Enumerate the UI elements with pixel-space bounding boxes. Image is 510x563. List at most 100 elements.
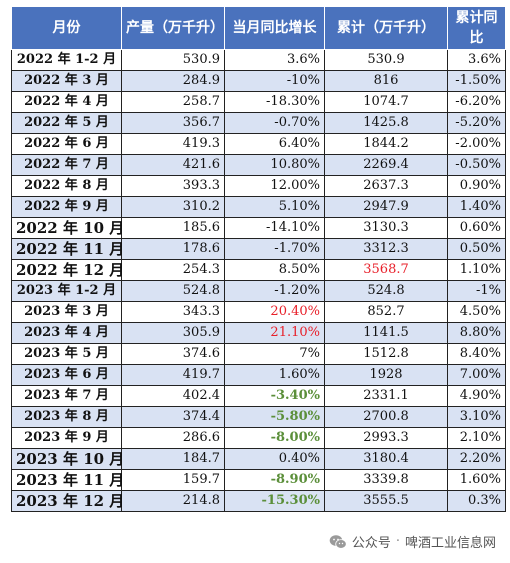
cumulative-cell: 816 <box>324 70 448 92</box>
month-cell: 2022 年 10 月 <box>11 217 124 239</box>
table-row: 2023 年 5 月 374.6 7% 1512.8 8.40% <box>11 343 506 365</box>
header-month: 月份 <box>11 6 122 50</box>
production-cell: 402.4 <box>121 385 225 407</box>
monthly-yoy-cell: 10.80% <box>224 154 325 176</box>
cumulative-cell: 2700.8 <box>324 406 448 428</box>
month-cell: 2023 年 1-2 月 <box>11 280 122 302</box>
cumulative-yoy-cell: 1.10% <box>447 259 506 281</box>
production-cell: 419.7 <box>121 364 225 386</box>
cumulative-yoy-cell: 3.10% <box>447 406 506 428</box>
table-row: 2023 年 12 月 214.8 -15.30% 3555.5 0.3% <box>11 490 506 512</box>
header-cumulative: 累计（万千升） <box>324 6 448 50</box>
header-production: 产量（万千升） <box>121 6 225 50</box>
cumulative-yoy-cell: -2.00% <box>447 133 506 155</box>
cumulative-yoy-cell: 1.60% <box>447 469 506 491</box>
cumulative-cell: 2993.3 <box>324 427 448 449</box>
month-cell: 2023 年 10 月 <box>11 448 124 470</box>
cumulative-yoy-cell: 3.6% <box>447 49 506 71</box>
monthly-yoy-cell: -14.10% <box>224 217 325 239</box>
watermark-account-name: 啤酒工业信息网 <box>404 536 496 551</box>
table-row: 2022 年 6 月 419.3 6.40% 1844.2 -2.00% <box>11 133 506 155</box>
production-cell: 310.2 <box>121 196 225 218</box>
production-cell: 178.6 <box>121 238 225 260</box>
table-row: 2022 年 10 月 185.6 -14.10% 3130.3 0.60% <box>11 217 506 239</box>
production-cell: 284.9 <box>121 70 225 92</box>
cumulative-yoy-cell: 0.3% <box>447 490 506 512</box>
production-cell: 421.6 <box>121 154 225 176</box>
table-row: 2023 年 8 月 374.4 -5.80% 2700.8 3.10% <box>11 406 506 428</box>
monthly-yoy-cell: -18.30% <box>224 91 325 113</box>
cumulative-cell: 852.7 <box>324 301 448 323</box>
table-row: 2022 年 7 月 421.6 10.80% 2269.4 -0.50% <box>11 154 506 176</box>
cumulative-yoy-cell: 0.50% <box>447 238 506 260</box>
cumulative-cell: 3130.3 <box>324 217 448 239</box>
monthly-yoy-cell: 20.40% <box>224 301 325 323</box>
table-body: 2022 年 1-2 月 530.9 3.6% 530.9 3.6% 2022 … <box>11 49 506 512</box>
monthly-yoy-cell: -5.80% <box>224 406 325 428</box>
monthly-yoy-cell: 0.40% <box>224 448 325 470</box>
watermark-source-label: 公众号 <box>351 536 391 551</box>
cumulative-cell: 1141.5 <box>324 322 448 344</box>
monthly-yoy-cell: -1.70% <box>224 238 325 260</box>
month-cell: 2022 年 12 月 <box>11 259 124 281</box>
table-row: 2023 年 7 月 402.4 -3.40% 2331.1 4.90% <box>11 385 506 407</box>
production-cell: 184.7 <box>121 448 225 470</box>
production-cell: 524.8 <box>121 280 225 302</box>
production-cell: 374.6 <box>121 343 225 365</box>
production-cell: 343.3 <box>121 301 225 323</box>
table-row: 2023 年 4 月 305.9 21.10% 1141.5 8.80% <box>11 322 506 344</box>
month-cell: 2022 年 1-2 月 <box>11 49 122 71</box>
table-row: 2023 年 6 月 419.7 1.60% 1928 7.00% <box>11 364 506 386</box>
production-cell: 258.7 <box>121 91 225 113</box>
month-cell: 2022 年 8 月 <box>11 175 122 197</box>
production-cell: 159.7 <box>121 469 225 491</box>
table-row: 2022 年 5 月 356.7 -0.70% 1425.8 -5.20% <box>11 112 506 134</box>
cumulative-cell: 3180.4 <box>324 448 448 470</box>
header-monthly-yoy: 当月同比增长 <box>224 6 325 50</box>
month-cell: 2022 年 5 月 <box>11 112 122 134</box>
monthly-yoy-cell: 5.10% <box>224 196 325 218</box>
month-cell: 2022 年 3 月 <box>11 70 122 92</box>
cumulative-yoy-cell: -0.50% <box>447 154 506 176</box>
production-cell: 530.9 <box>121 49 225 71</box>
month-cell: 2022 年 7 月 <box>11 154 122 176</box>
production-cell: 393.3 <box>121 175 225 197</box>
header-cumulative-yoy: 累计同比 <box>447 6 506 50</box>
month-cell: 2023 年 5 月 <box>11 343 122 365</box>
table-row: 2023 年 1-2 月 524.8 -1.20% 524.8 -1% <box>11 280 506 302</box>
month-cell: 2023 年 7 月 <box>11 385 122 407</box>
cumulative-cell: 3555.5 <box>324 490 448 512</box>
table-row: 2022 年 1-2 月 530.9 3.6% 530.9 3.6% <box>11 49 506 71</box>
monthly-yoy-cell: 1.60% <box>224 364 325 386</box>
table-row: 2023 年 9 月 286.6 -8.00% 2993.3 2.10% <box>11 427 506 449</box>
header-row: 月份 产量（万千升） 当月同比增长 累计（万千升） 累计同比 <box>11 6 506 50</box>
monthly-yoy-cell: -0.70% <box>224 112 325 134</box>
cumulative-cell: 1512.8 <box>324 343 448 365</box>
production-cell: 214.8 <box>121 490 225 512</box>
production-cell: 305.9 <box>121 322 225 344</box>
beer-production-table: 月份 产量（万千升） 当月同比增长 累计（万千升） 累计同比 2022 年 1-… <box>11 6 506 512</box>
cumulative-yoy-cell: -6.20% <box>447 91 506 113</box>
month-cell: 2023 年 6 月 <box>11 364 122 386</box>
cumulative-cell: 3312.3 <box>324 238 448 260</box>
cumulative-cell: 1844.2 <box>324 133 448 155</box>
month-cell: 2022 年 11 月 <box>11 238 124 260</box>
month-cell: 2023 年 4 月 <box>11 322 122 344</box>
watermark-separator: · <box>395 534 400 549</box>
cumulative-yoy-cell: -5.20% <box>447 112 506 134</box>
table-row: 2022 年 11 月 178.6 -1.70% 3312.3 0.50% <box>11 238 506 260</box>
cumulative-yoy-cell: 0.90% <box>447 175 506 197</box>
table-row: 2022 年 3 月 284.9 -10% 816 -1.50% <box>11 70 506 92</box>
cumulative-yoy-cell: 8.40% <box>447 343 506 365</box>
monthly-yoy-cell: 7% <box>224 343 325 365</box>
monthly-yoy-cell: -3.40% <box>224 385 325 407</box>
month-cell: 2023 年 12 月 <box>11 490 124 512</box>
monthly-yoy-cell: -10% <box>224 70 325 92</box>
cumulative-yoy-cell: 2.10% <box>447 427 506 449</box>
cumulative-yoy-cell: 4.50% <box>447 301 506 323</box>
cumulative-yoy-cell: -1.50% <box>447 70 506 92</box>
cumulative-cell: 3339.8 <box>324 469 448 491</box>
monthly-yoy-cell: -15.30% <box>224 490 325 512</box>
table-header: 月份 产量（万千升） 当月同比增长 累计（万千升） 累计同比 <box>11 6 506 50</box>
production-cell: 286.6 <box>121 427 225 449</box>
